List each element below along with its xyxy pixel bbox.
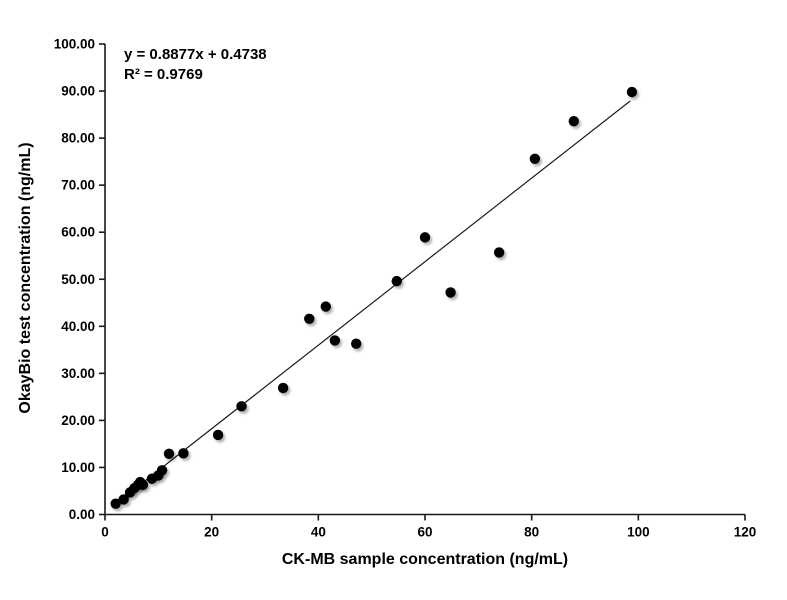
scatter-point xyxy=(137,479,149,491)
y-tick-label: 50.00 xyxy=(61,272,95,287)
scatter-point xyxy=(118,494,129,505)
x-tick-label: 40 xyxy=(311,525,326,540)
y-tick-label: 100.00 xyxy=(54,37,95,52)
x-tick-label: 80 xyxy=(524,525,539,540)
y-tick-label: 40.00 xyxy=(61,319,95,334)
y-tick-label: 70.00 xyxy=(61,178,95,193)
y-axis-title: OkayBio test concentration (ng/mL) xyxy=(17,142,34,414)
scatter-point xyxy=(351,338,362,349)
x-tick-label: 20 xyxy=(204,525,219,540)
y-tick-label: 80.00 xyxy=(61,131,95,146)
scatter-point xyxy=(178,448,189,459)
scatter-point xyxy=(329,335,341,346)
scatter-point xyxy=(110,498,121,509)
scatter-point xyxy=(277,382,289,394)
scatter-point xyxy=(212,429,224,441)
y-tick-label: 90.00 xyxy=(61,84,95,99)
scatter-point xyxy=(156,465,168,476)
scatter-point xyxy=(493,247,505,258)
r-squared-text: R² = 0.9769 xyxy=(124,66,203,83)
scatter-point xyxy=(236,401,247,412)
y-tick-label: 60.00 xyxy=(61,225,95,240)
scatter-point xyxy=(568,115,579,127)
y-tick-label: 10.00 xyxy=(61,460,95,475)
y-tick-label: 20.00 xyxy=(61,413,95,428)
trend-line xyxy=(115,100,631,505)
scatter-point xyxy=(304,313,315,324)
equation-text: y = 0.8877x + 0.4738 xyxy=(124,46,267,63)
x-tick-label: 100 xyxy=(627,525,650,540)
scatter-point xyxy=(529,153,541,165)
x-tick-label: 0 xyxy=(101,525,109,540)
scatter-point xyxy=(320,301,331,312)
y-tick-label: 0.00 xyxy=(69,507,95,522)
scatter-point xyxy=(391,275,402,287)
x-tick-label: 120 xyxy=(734,525,757,540)
scatter-point xyxy=(445,287,456,298)
x-axis-title: CK-MB sample concentration (ng/mL) xyxy=(281,551,569,568)
scatter-point xyxy=(419,232,431,243)
trendline-annotation: y = 0.8877x + 0.4738 R² = 0.9769 xyxy=(124,45,267,85)
y-tick-label: 30.00 xyxy=(61,366,95,381)
x-tick-label: 60 xyxy=(417,525,432,540)
scatter-point xyxy=(626,86,638,98)
scatter-point xyxy=(163,448,175,460)
